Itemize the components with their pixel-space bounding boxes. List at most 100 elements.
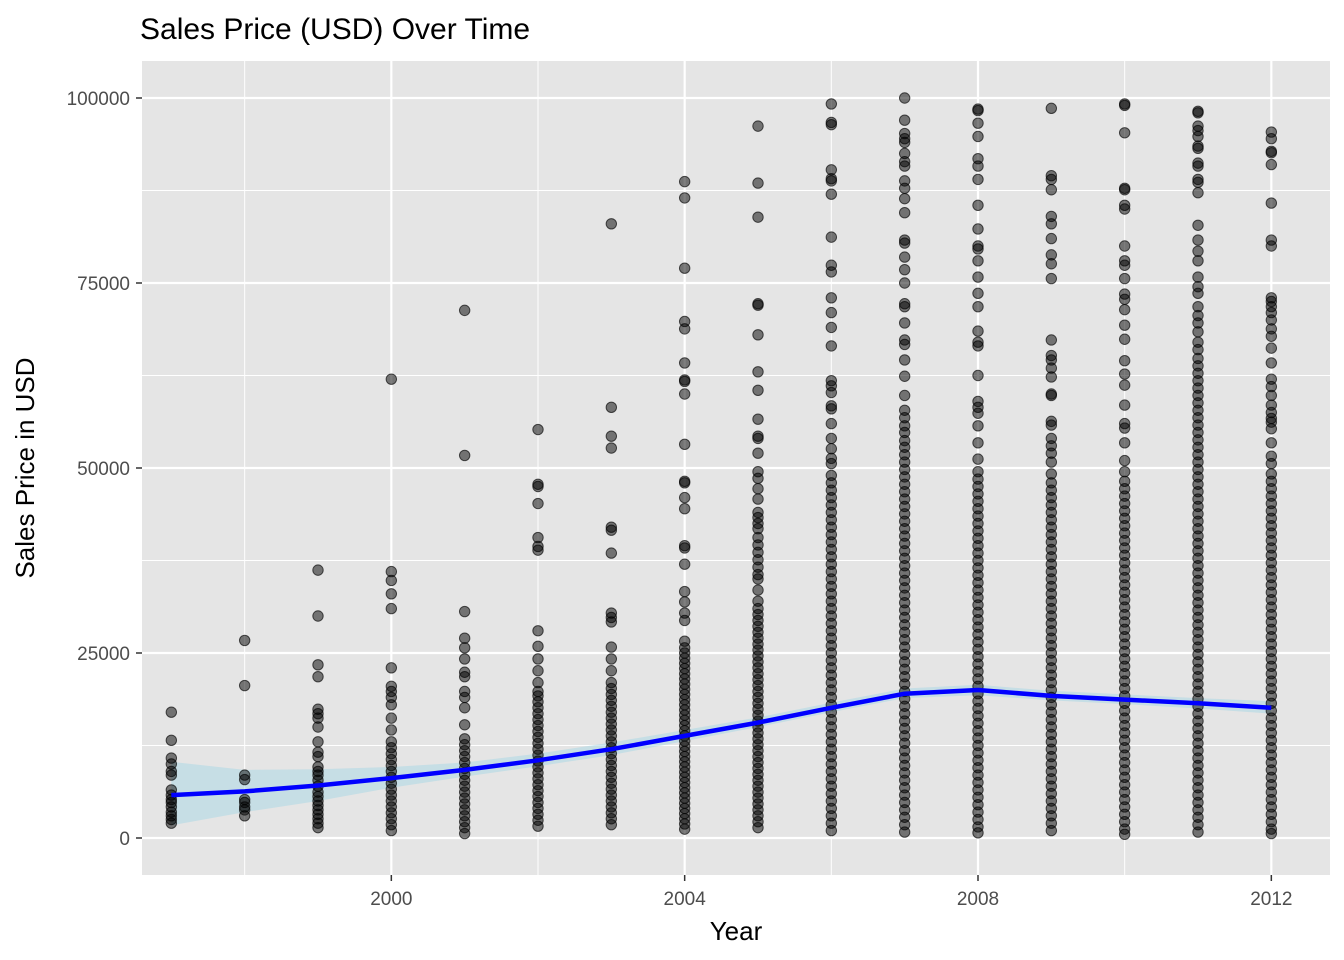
data-point xyxy=(1192,142,1204,155)
data-point xyxy=(825,98,838,110)
data-point xyxy=(825,266,838,278)
data-point xyxy=(678,823,691,835)
data-point xyxy=(165,734,178,747)
data-point xyxy=(898,263,911,276)
data-point xyxy=(1118,355,1131,367)
data-point xyxy=(752,483,764,495)
data-point xyxy=(1118,272,1131,285)
data-point xyxy=(972,104,984,117)
data-point xyxy=(825,340,838,352)
data-point xyxy=(1118,466,1131,478)
x-axis: 2000 2004 2008 2012 xyxy=(370,875,1292,910)
scatter-points xyxy=(165,92,1278,840)
data-point xyxy=(1192,107,1204,119)
confidence-band xyxy=(171,684,1272,826)
data-point xyxy=(1118,368,1131,380)
data-point xyxy=(458,702,471,714)
data-point xyxy=(1045,173,1058,186)
data-point xyxy=(972,271,984,283)
confidence-band-layer xyxy=(171,684,1272,826)
data-point xyxy=(458,827,471,840)
data-point xyxy=(678,323,691,335)
data-point xyxy=(605,653,618,665)
x-tick-label: 2000 xyxy=(370,889,412,910)
data-point xyxy=(532,653,544,665)
data-point xyxy=(532,480,544,493)
data-point xyxy=(605,641,618,653)
data-point xyxy=(972,199,984,212)
data-point xyxy=(238,634,251,647)
data-point xyxy=(898,207,911,219)
data-point xyxy=(678,357,691,369)
data-point xyxy=(312,821,324,834)
data-point xyxy=(678,375,691,388)
data-point xyxy=(898,114,911,126)
data-point xyxy=(1045,419,1058,431)
data-point xyxy=(605,616,618,628)
data-point xyxy=(1265,330,1278,342)
data-point xyxy=(458,653,471,665)
data-point xyxy=(678,503,691,515)
data-point xyxy=(238,773,251,786)
data-point xyxy=(1118,422,1131,434)
data-point xyxy=(312,610,324,622)
data-point xyxy=(1045,371,1058,383)
data-point xyxy=(752,413,764,425)
data-point xyxy=(752,493,764,505)
data-point xyxy=(678,477,691,489)
data-point xyxy=(1192,255,1204,267)
data-point xyxy=(1118,319,1131,331)
data-point xyxy=(972,117,984,129)
data-point xyxy=(1045,456,1058,468)
data-point xyxy=(312,750,324,763)
data-point xyxy=(1265,133,1278,145)
data-point xyxy=(825,824,838,837)
data-point xyxy=(1118,454,1131,467)
data-point xyxy=(385,574,398,587)
data-point xyxy=(1192,160,1204,172)
data-point xyxy=(605,401,618,414)
data-point xyxy=(238,679,251,692)
data-point xyxy=(605,818,618,831)
data-point xyxy=(1265,158,1278,171)
data-point xyxy=(1192,826,1204,838)
data-point xyxy=(165,769,178,781)
data-point xyxy=(1118,203,1131,215)
data-point xyxy=(898,182,911,194)
data-point xyxy=(678,175,691,188)
data-point xyxy=(312,670,324,683)
data-point xyxy=(1118,303,1131,316)
x-axis-title: Year xyxy=(710,916,763,946)
data-point xyxy=(1045,258,1058,270)
data-point xyxy=(825,403,838,415)
data-point xyxy=(1118,333,1131,345)
data-point xyxy=(532,544,544,556)
data-point xyxy=(898,237,911,249)
data-point xyxy=(752,584,764,596)
data-point xyxy=(385,699,398,711)
data-point xyxy=(825,417,838,430)
data-point xyxy=(312,659,324,671)
data-point xyxy=(1118,240,1131,252)
data-point xyxy=(1192,187,1204,199)
data-point xyxy=(458,605,471,618)
data-point xyxy=(825,292,838,304)
y-tick-label: 0 xyxy=(119,829,130,850)
data-point xyxy=(385,824,398,837)
data-point xyxy=(165,817,178,829)
data-point xyxy=(678,262,691,274)
data-point xyxy=(972,255,984,267)
data-point xyxy=(605,430,618,442)
data-point xyxy=(605,442,618,454)
data-point xyxy=(1265,423,1278,435)
data-point xyxy=(825,432,838,445)
data-point xyxy=(972,223,984,235)
data-point xyxy=(752,447,764,459)
data-point xyxy=(752,432,764,445)
data-point xyxy=(972,437,984,449)
data-point xyxy=(1045,824,1058,837)
data-point xyxy=(678,542,691,554)
data-point xyxy=(972,340,984,352)
y-tick-label: 75000 xyxy=(77,274,130,295)
data-point xyxy=(898,338,911,351)
